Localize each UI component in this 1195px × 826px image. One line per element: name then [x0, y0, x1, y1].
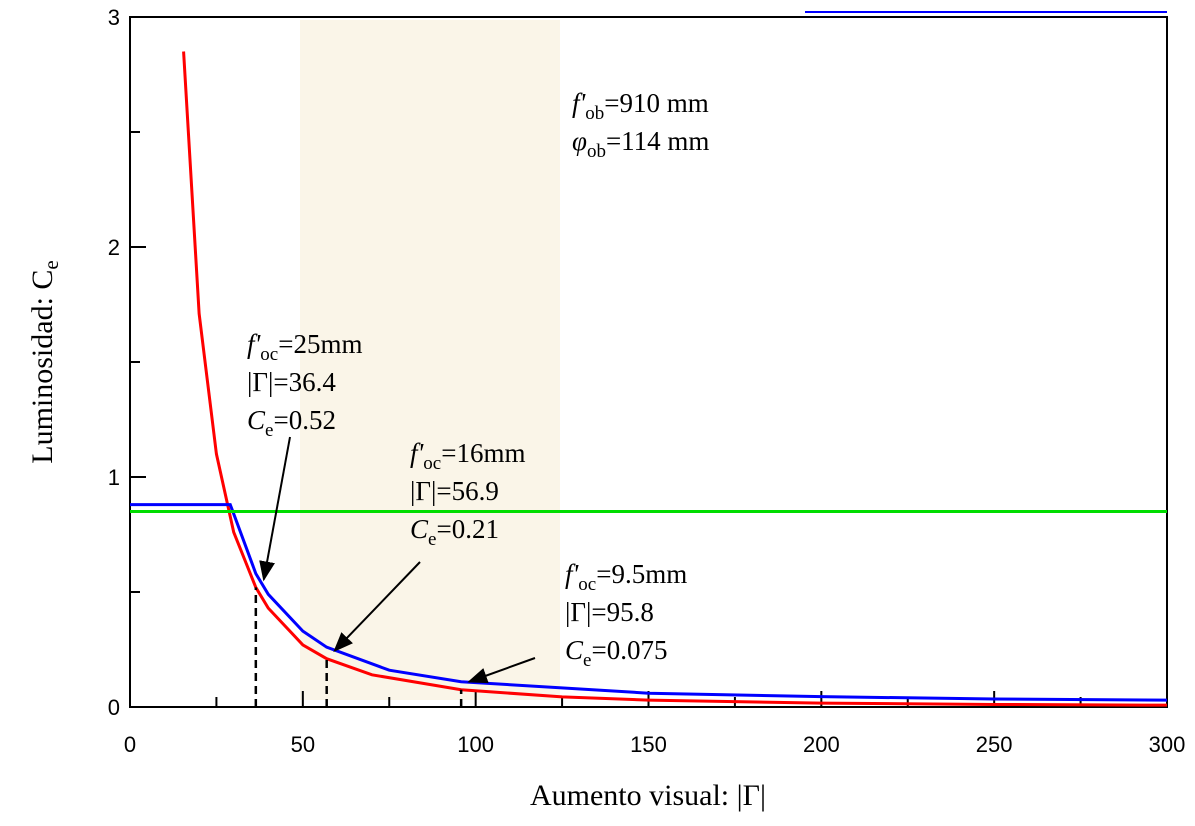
annotation-value: 56.9: [452, 476, 499, 506]
annotation-text: =: [591, 635, 606, 665]
annotation-text: =16mm: [441, 438, 525, 468]
series-line: [130, 503, 1168, 702]
annotation-line: f'oc=16mm: [410, 438, 525, 474]
annotation-line: f'ob=910 mm: [572, 88, 709, 124]
annotation-symbol: C: [565, 635, 584, 665]
annotation-subscript: oc: [423, 453, 441, 474]
annotation-arrow: [467, 657, 536, 684]
annotation-subscript: e: [583, 650, 591, 671]
x-tick-label: 250: [976, 732, 1013, 757]
y-axis-title: Luminosidad: Ce: [26, 260, 63, 464]
y-tick-label: 2: [108, 235, 120, 260]
y-tick-label: 3: [108, 5, 120, 30]
annotation-text: =: [273, 405, 288, 435]
annotation-text: =: [436, 514, 451, 544]
annotation-line: |Γ|=95.8: [565, 597, 654, 627]
y-title-main: Luminosidad: C: [26, 270, 59, 464]
annotation-subscript: oc: [578, 574, 596, 595]
series-line: [182, 51, 1168, 707]
x-tick-label: 150: [630, 732, 667, 757]
y-tick-label: 1: [108, 465, 120, 490]
annotation-line: |Γ|=36.4: [247, 367, 336, 397]
annotation-text: =25mm: [278, 329, 362, 359]
annotation-subscript: ob: [587, 141, 606, 162]
annotation-arrow: [259, 436, 291, 582]
x-tick-label: 100: [457, 732, 494, 757]
annotation-text: =9.5mm: [596, 559, 687, 589]
annotation-value: 95.8: [607, 597, 654, 627]
annotation-line: f'oc=9.5mm: [565, 559, 687, 595]
annotation-subscript: e: [428, 529, 436, 550]
annotation-line: φob=114 mm: [572, 126, 709, 162]
annotation-symbol: f': [410, 438, 425, 468]
y-tick-label: 0: [108, 695, 120, 720]
annotation-line: |Γ|=56.9: [410, 476, 499, 506]
background-image: [300, 20, 560, 700]
annotation-text: =910 mm: [604, 88, 708, 118]
annotation-line: Ce=0.075: [565, 635, 667, 671]
annotation-arrow: [333, 561, 421, 653]
annotation-value: 36.4: [289, 367, 337, 397]
x-axis-title: Aumento visual: |Γ|: [530, 779, 766, 812]
annotation-symbol: f': [247, 329, 262, 359]
annotation-subscript: oc: [260, 344, 278, 365]
x-tick-label: 200: [803, 732, 840, 757]
annotation-text: =114 mm: [606, 126, 709, 156]
annotation-value: 0.21: [452, 514, 499, 544]
annotation-symbol: C: [247, 405, 266, 435]
x-tick-label: 0: [124, 732, 136, 757]
annotation-line: Ce=0.21: [410, 514, 499, 550]
annotation-symbol: f': [565, 559, 580, 589]
annotation-symbol: φ: [572, 126, 587, 156]
x-tick-label: 300: [1149, 732, 1186, 757]
annotation-value: 0.52: [289, 405, 336, 435]
annotation-line: Ce=0.52: [247, 405, 336, 441]
y-title-sub: e: [39, 260, 63, 269]
annotation-text: |Γ|=: [410, 476, 452, 506]
annotation-subscript: e: [265, 420, 273, 441]
x-tick-label: 50: [291, 732, 315, 757]
annotation-text: |Γ|=: [247, 367, 289, 397]
annotation-symbol: f': [572, 88, 587, 118]
annotation-text: |Γ|=: [565, 597, 607, 627]
annotation-subscript: ob: [585, 103, 604, 124]
annotation-symbol: C: [410, 514, 429, 544]
annotation-value: 0.075: [607, 635, 668, 665]
annotation-line: f'oc=25mm: [247, 329, 362, 365]
